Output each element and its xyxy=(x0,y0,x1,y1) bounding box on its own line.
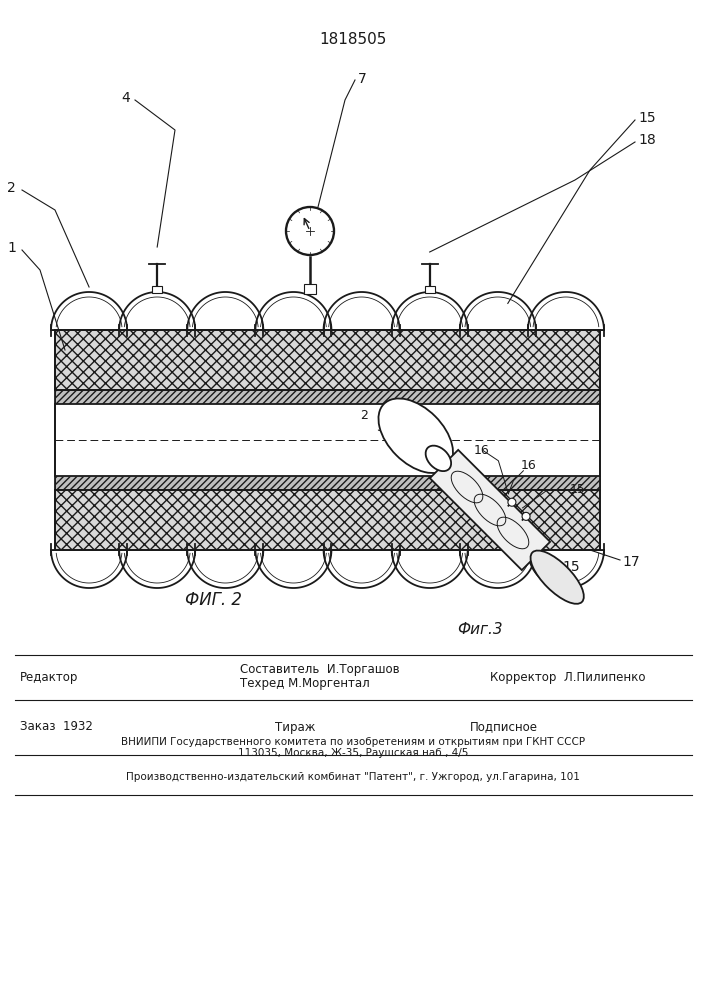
Text: Составитель  И.Торгашов: Составитель И.Торгашов xyxy=(240,664,399,676)
Text: 113035, Москва, Ж-35, Раушская наб., 4/5: 113035, Москва, Ж-35, Раушская наб., 4/5 xyxy=(238,748,468,758)
Text: Тираж: Тираж xyxy=(275,720,315,734)
Text: Фиг.3: Фиг.3 xyxy=(457,622,503,638)
Text: 2: 2 xyxy=(361,409,368,422)
Text: Производственно-издательский комбинат "Патент", г. Ужгород, ул.Гагарина, 101: Производственно-издательский комбинат "П… xyxy=(126,772,580,782)
Text: 15: 15 xyxy=(570,483,585,496)
Text: ВНИИПИ Государственного комитета по изобретениям и открытиям при ГКНТ СССР: ВНИИПИ Государственного комитета по изоб… xyxy=(121,737,585,747)
Text: 15: 15 xyxy=(638,111,655,125)
Bar xyxy=(55,476,600,490)
Circle shape xyxy=(522,512,530,520)
Text: Техред М.Моргентал: Техред М.Моргентал xyxy=(240,678,370,690)
Ellipse shape xyxy=(426,446,451,471)
Text: Корректор  Л.Пилипенко: Корректор Л.Пилипенко xyxy=(490,670,645,684)
Bar xyxy=(425,286,435,293)
Circle shape xyxy=(286,207,334,255)
Bar xyxy=(55,490,600,550)
Text: 4: 4 xyxy=(385,434,394,447)
Text: 1818505: 1818505 xyxy=(320,32,387,47)
Text: 18: 18 xyxy=(638,133,656,147)
Bar xyxy=(55,330,600,390)
Bar xyxy=(55,390,600,404)
Text: 3: 3 xyxy=(375,421,383,434)
Text: Заказ  1932: Заказ 1932 xyxy=(20,720,93,734)
Bar xyxy=(55,404,600,476)
Text: 4: 4 xyxy=(121,91,130,105)
Bar xyxy=(152,286,162,293)
Bar xyxy=(304,284,316,294)
Text: 7: 7 xyxy=(358,72,367,86)
Text: 1: 1 xyxy=(7,241,16,255)
Text: 16: 16 xyxy=(520,459,536,472)
Ellipse shape xyxy=(530,551,584,604)
Text: ФИГ. 2: ФИГ. 2 xyxy=(185,591,242,609)
Text: 15: 15 xyxy=(562,560,580,574)
Ellipse shape xyxy=(378,398,453,473)
Circle shape xyxy=(508,498,516,506)
Text: Редактор: Редактор xyxy=(20,670,78,684)
Text: 16: 16 xyxy=(474,444,489,457)
Text: 17: 17 xyxy=(622,555,640,569)
Text: 2: 2 xyxy=(7,181,16,195)
Polygon shape xyxy=(430,450,550,570)
Text: Подписное: Подписное xyxy=(470,720,538,734)
